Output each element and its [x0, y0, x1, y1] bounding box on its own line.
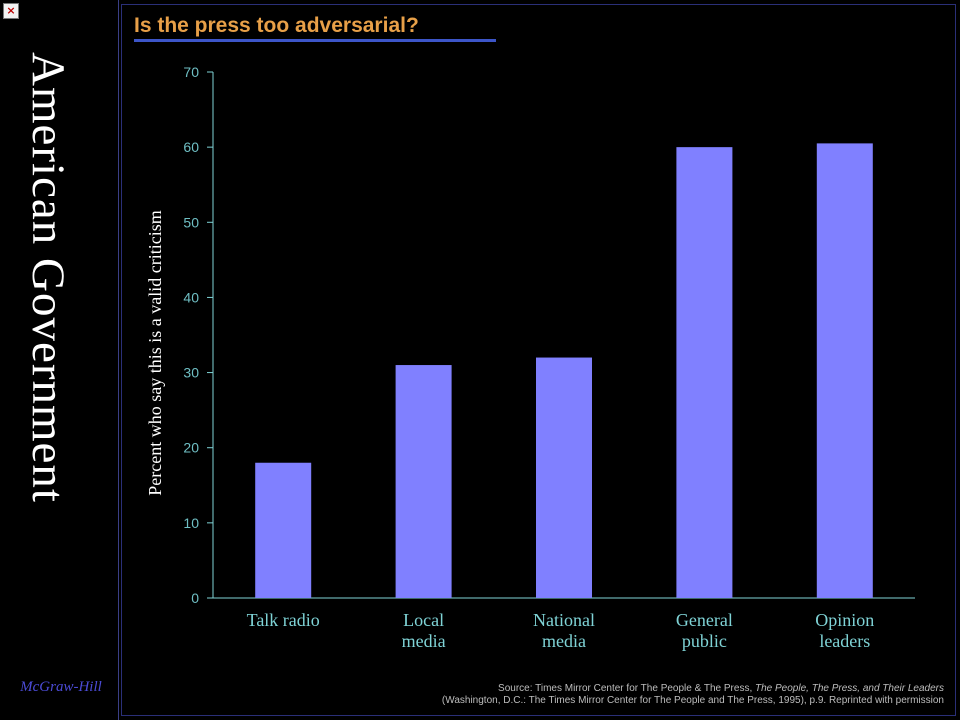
bar-local-media [395, 365, 452, 598]
title-underline [134, 39, 496, 42]
y-tick-label: 60 [183, 139, 199, 155]
y-tick-label: 30 [183, 365, 199, 381]
y-tick-label: 50 [183, 214, 199, 230]
source-book-title: The People, The Press, and Their Leaders [755, 683, 944, 694]
close-icon[interactable]: × [3, 3, 19, 19]
sidebar: × American Government McGraw-Hill [0, 0, 118, 720]
y-tick-label: 20 [183, 440, 199, 456]
x-category-label: Local media [402, 610, 446, 651]
y-tick-label: 40 [183, 289, 199, 305]
x-category-label: Talk radio [247, 610, 320, 630]
publisher-logo: McGraw-Hill [20, 679, 102, 695]
x-category-label: General public [676, 610, 733, 651]
bar-national-media [536, 357, 592, 598]
source-line-1: Source: Times Mirror Center for The Peop… [442, 683, 944, 695]
y-tick-label: 70 [183, 64, 199, 80]
y-axis-label: Percent who say this is a valid criticis… [145, 210, 165, 495]
slide-frame [121, 4, 956, 716]
bar-general-public [676, 147, 733, 598]
bar-opinion-leaders [816, 143, 873, 598]
source-citation: Source: Times Mirror Center for The Peop… [442, 683, 944, 707]
chart-title: Is the press too adversarial? [134, 14, 419, 37]
source-line-2: (Washington, D.C.: The Times Mirror Cent… [441, 695, 944, 706]
y-tick-label: 0 [191, 590, 199, 606]
y-tick-label: 10 [183, 515, 199, 531]
x-category-label: Opinion leaders [815, 610, 874, 651]
x-category-label: National media [533, 610, 595, 651]
sidebar-divider [118, 0, 119, 720]
bar-talk-radio [255, 462, 312, 598]
source-prefix: Source: Times Mirror Center for The Peop… [498, 683, 755, 694]
